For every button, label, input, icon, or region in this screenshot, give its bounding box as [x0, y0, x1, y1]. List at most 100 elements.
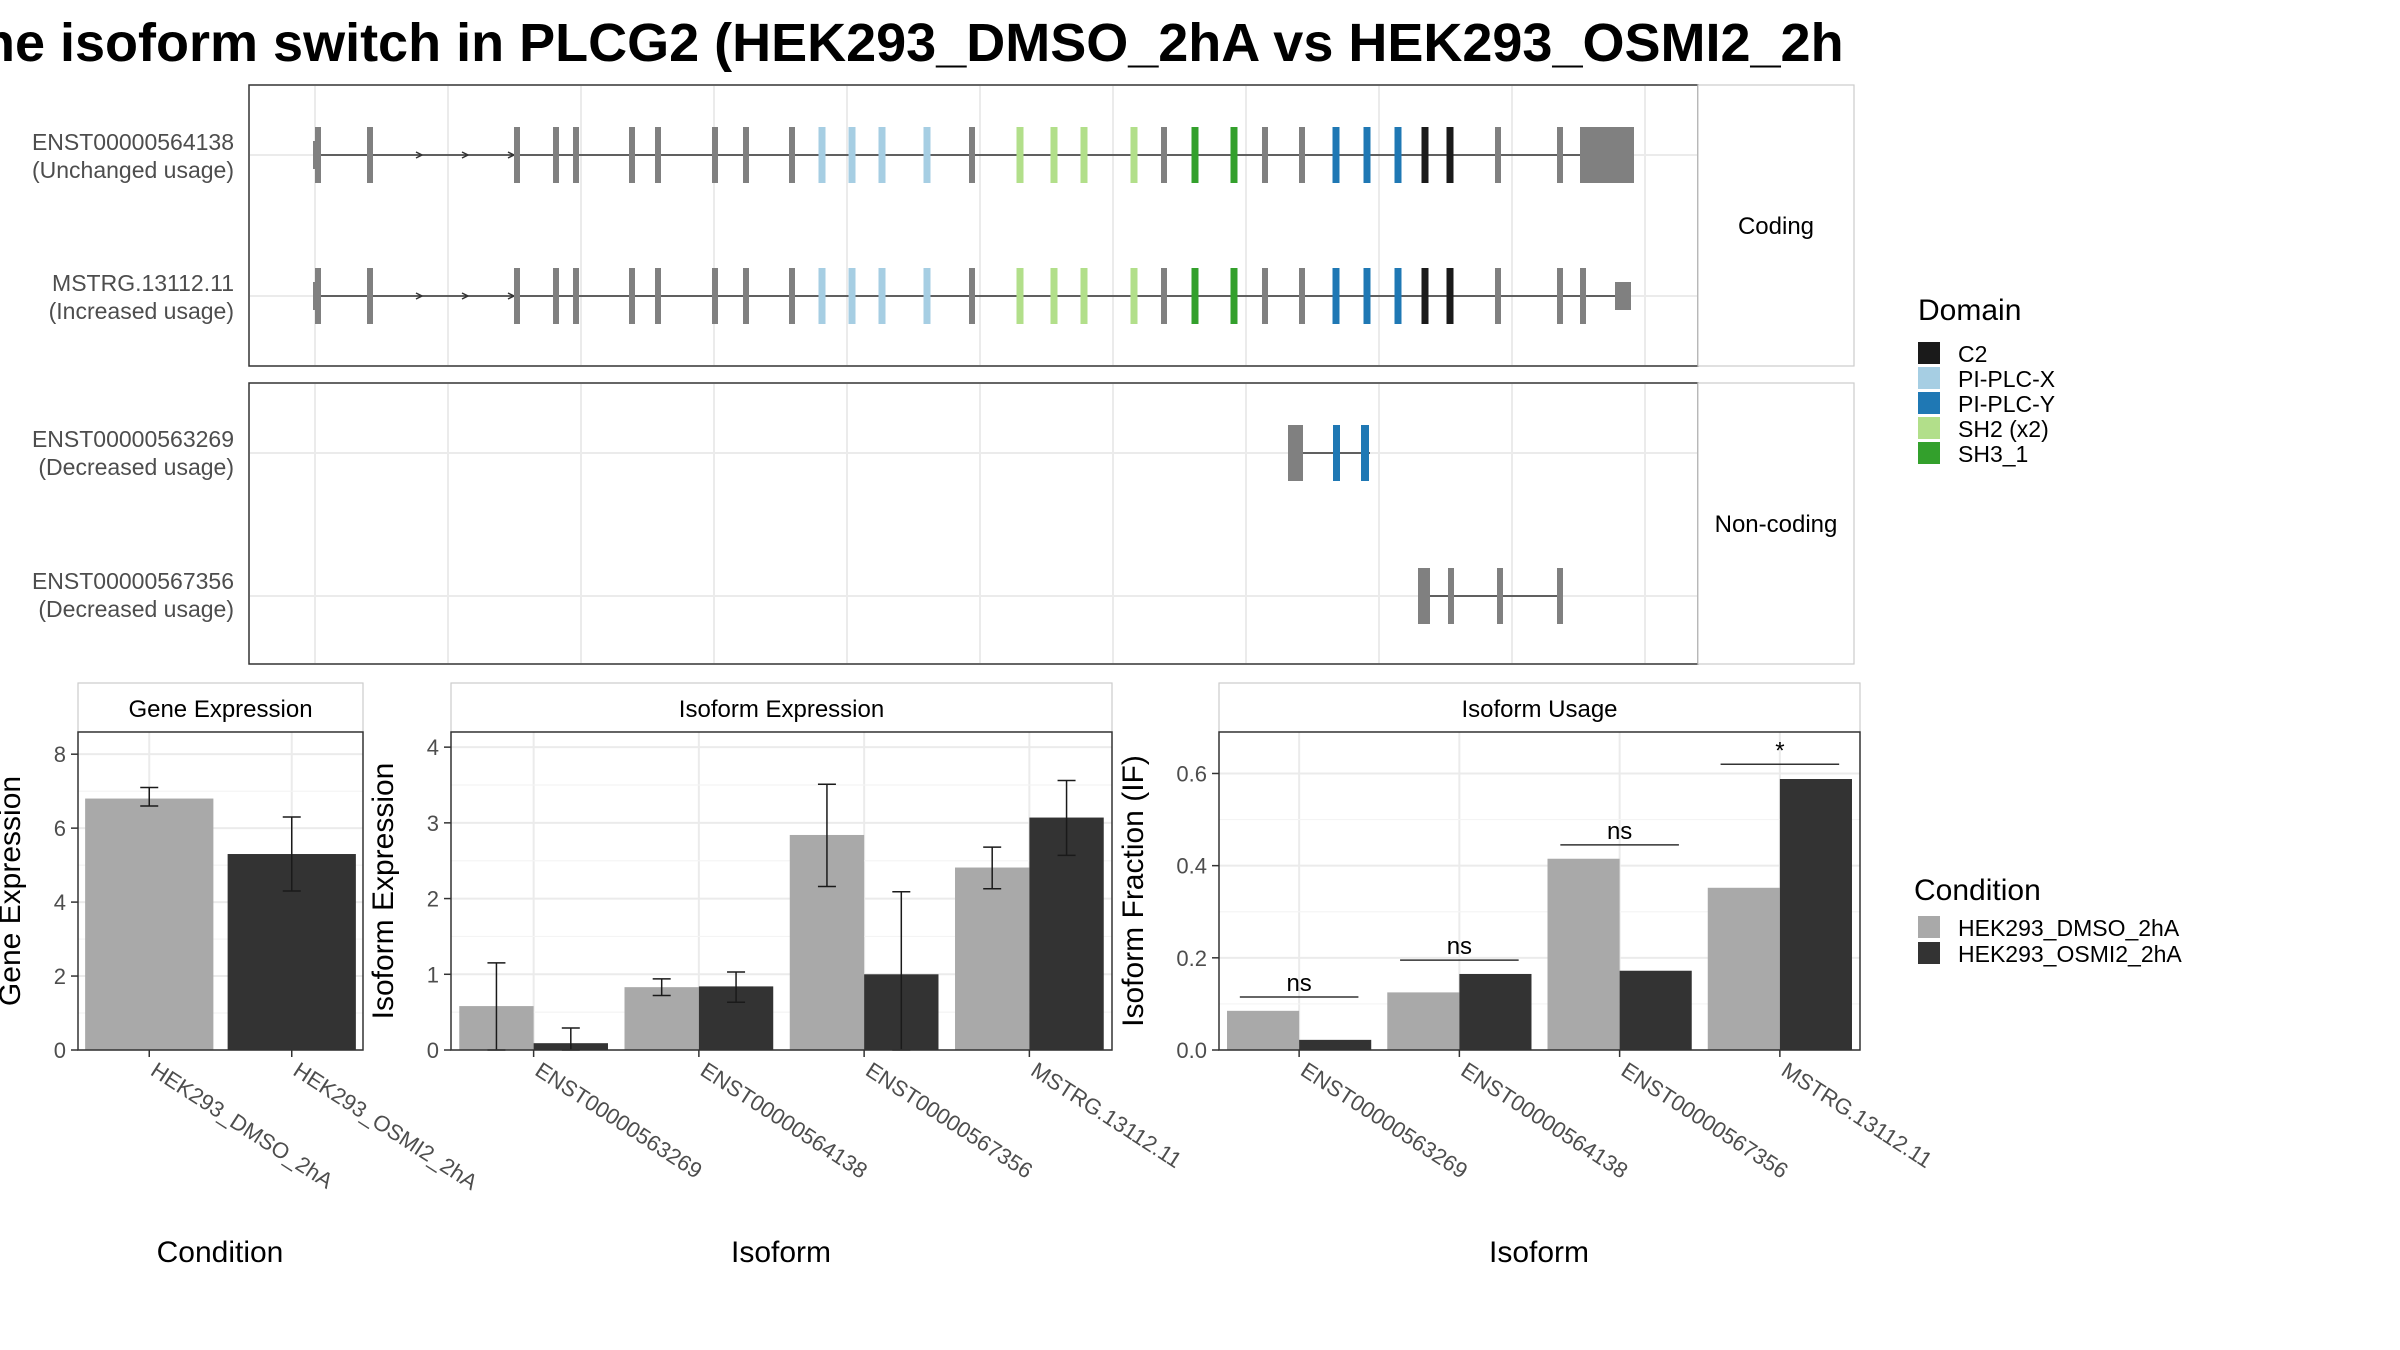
condition-swatch-dmso [1918, 916, 1940, 938]
exon [1016, 127, 1024, 183]
panel-border [77, 731, 364, 1051]
strand-arrow [461, 292, 470, 300]
exon [553, 127, 559, 183]
exon [1557, 568, 1563, 624]
exon [923, 268, 931, 324]
panel-strip [77, 682, 364, 733]
coding-strip-label: Coding [1738, 213, 1814, 240]
domain-swatch-c2 [1918, 342, 1940, 364]
svg-text:C2: C2 [1958, 341, 1987, 367]
exon [1495, 268, 1501, 324]
exon [789, 268, 795, 324]
exon [1421, 268, 1429, 324]
y-tick-label: 0.2 [1176, 946, 1207, 971]
exon [1394, 127, 1402, 183]
bar [1387, 992, 1460, 1050]
exon [655, 268, 661, 324]
exon [1299, 127, 1305, 183]
bar [1299, 1039, 1372, 1050]
y-axis-title: Isoform Fraction (IF) [1117, 755, 1150, 1027]
exon [1191, 268, 1199, 324]
panel-border [450, 731, 1113, 1051]
exon [848, 268, 856, 324]
bar [1227, 1010, 1300, 1050]
bar [1459, 973, 1532, 1050]
y-tick-label: 1 [427, 962, 439, 987]
exon [1080, 268, 1088, 324]
panel-strip-label: Isoform Usage [1461, 696, 1617, 723]
exon [367, 127, 373, 183]
domain-legend-item: SH3_1 [1918, 441, 2028, 467]
error-bar [282, 816, 301, 892]
y-tick-label: 0.6 [1176, 761, 1207, 786]
bar [955, 867, 1030, 1050]
bar [624, 987, 699, 1050]
exon [789, 127, 795, 183]
exon [712, 268, 718, 324]
bar [1619, 970, 1692, 1050]
exon [712, 127, 718, 183]
x-axis-title: Condition [157, 1236, 284, 1269]
domain-swatch-pi-plc-y [1918, 392, 1940, 414]
bar [1029, 817, 1104, 1050]
y-tick-label: 0 [54, 1038, 66, 1063]
exon [629, 268, 635, 324]
panel-strip [450, 682, 1113, 733]
x-axis-title: Isoform [731, 1236, 831, 1269]
bar [85, 798, 214, 1050]
exon [1446, 127, 1454, 183]
exon [1421, 127, 1429, 183]
y-tick-label: 8 [54, 742, 66, 767]
transcript-usage-label: (Decreased usage) [38, 454, 234, 480]
bar [1547, 858, 1620, 1050]
exon [514, 268, 520, 324]
bar-panel-1: Isoform Expression01234ENST00000563269EN… [367, 682, 1186, 1269]
svg-text:HEK293_DMSO_2hA: HEK293_DMSO_2hA [1958, 915, 2180, 941]
y-tick-label: 4 [54, 890, 66, 915]
exon [1363, 127, 1371, 183]
condition-legend-item: HEK293_OSMI2_2hA [1918, 941, 2182, 967]
transcript-usage-label: (Decreased usage) [38, 596, 234, 622]
exon [1495, 127, 1501, 183]
significance-label: ns [1607, 818, 1632, 845]
exon [818, 127, 826, 183]
transcript-model [1418, 568, 1563, 624]
error-bar [727, 971, 746, 1004]
transcript-model [1288, 425, 1370, 481]
transcript-usage-label: (Increased usage) [49, 298, 234, 324]
y-axis-title: Gene Expression [0, 776, 27, 1006]
exon [1191, 127, 1199, 183]
exon [1361, 425, 1369, 481]
utr-block [1288, 425, 1303, 481]
significance-label: ns [1286, 970, 1311, 997]
condition-legend-title: Condition [1914, 874, 2041, 907]
y-axis-title: Isoform Expression [367, 763, 400, 1020]
transcript-models [313, 127, 1634, 624]
strand-arrow [461, 151, 470, 159]
exon [1050, 127, 1058, 183]
condition-legend: Condition HEK293_DMSO_2hA HEK293_OSMI2_2… [1914, 874, 2182, 967]
exon [1161, 127, 1167, 183]
exon [573, 127, 579, 183]
exon [1262, 268, 1268, 324]
exon [1446, 268, 1454, 324]
utr-block [313, 141, 320, 169]
transcript-id-label: ENST00000567356 [32, 568, 234, 594]
exon [514, 127, 520, 183]
domain-legend-item: PI-PLC-X [1918, 366, 2055, 392]
x-axis-title: Isoform [1489, 1236, 1589, 1269]
transcript-id-label: MSTRG.13112.11 [52, 270, 234, 296]
y-tick-label: 2 [54, 964, 66, 989]
y-tick-label: 0 [427, 1038, 439, 1063]
y-tick-label: 6 [54, 816, 66, 841]
domain-legend-item: SH2 (x2) [1918, 416, 2049, 442]
exon [553, 268, 559, 324]
domain-legend-item: C2 [1918, 341, 1987, 367]
exon [1497, 568, 1503, 624]
bar-panel-2: Isoform Usage 0.0 0.2 0.4 0.6 ns ENST000005632… [1117, 682, 1937, 1269]
exon [1332, 127, 1340, 183]
y-tick-label: 0.4 [1176, 854, 1207, 879]
exon [1333, 425, 1340, 481]
